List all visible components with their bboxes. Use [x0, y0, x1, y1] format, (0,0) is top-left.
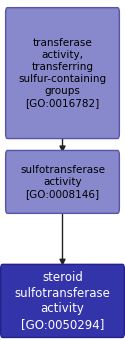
- FancyBboxPatch shape: [6, 150, 119, 214]
- Text: sulfotransferase
activity
[GO:0008146]: sulfotransferase activity [GO:0008146]: [20, 165, 105, 199]
- Text: transferase
activity,
transferring
sulfur-containing
groups
[GO:0016782]: transferase activity, transferring sulfu…: [18, 38, 106, 108]
- Text: steroid
sulfotransferase
activity
[GO:0050294]: steroid sulfotransferase activity [GO:00…: [14, 271, 110, 330]
- FancyBboxPatch shape: [1, 265, 124, 337]
- FancyBboxPatch shape: [6, 7, 119, 139]
